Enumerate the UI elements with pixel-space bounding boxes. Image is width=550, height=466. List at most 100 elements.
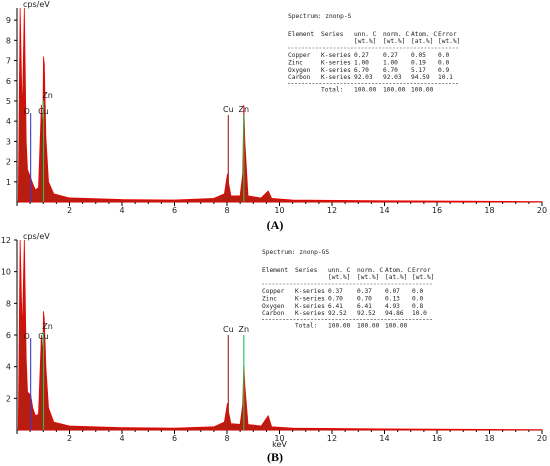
x-tick-label: 6 <box>172 206 177 215</box>
table-cell: 0.37 <box>357 288 372 295</box>
table-cell: 6.70 <box>383 67 398 74</box>
table-unit: [wt.%] <box>328 274 350 281</box>
peak-label-zn: Zn <box>239 325 250 334</box>
table-cell: Carbon <box>262 310 285 317</box>
y-tick-label: 8 <box>6 36 11 45</box>
y-tick-label: 1 <box>6 178 11 187</box>
table-cell: 94.86 <box>385 310 404 317</box>
table-cell: Zinc <box>288 59 303 66</box>
spectrum-area <box>17 7 543 203</box>
peak-label-cu: Cu <box>38 332 49 341</box>
table-cell: K-series <box>321 59 351 66</box>
table-header: Series <box>295 267 318 274</box>
table-cell: 10.1 <box>438 74 453 81</box>
table-cell: K-series <box>295 303 325 310</box>
y-tick-label: 7 <box>6 57 11 66</box>
x-tick-label: 20 <box>537 206 547 215</box>
x-tick-label: 12 <box>327 434 337 443</box>
table-header: Error <box>438 31 457 38</box>
y-axis-label: cps/eV <box>23 232 50 241</box>
y-tick-label: 9 <box>6 16 11 25</box>
table-cell: 0.37 <box>328 288 343 295</box>
table-cell: 0.9 <box>438 67 449 74</box>
x-tick-label: 16 <box>432 206 442 215</box>
table-cell: Oxygen <box>262 303 285 310</box>
x-tick-label: 12 <box>327 206 337 215</box>
peak-label-o: O <box>24 332 30 341</box>
table-cell: K-series <box>321 67 351 74</box>
table-header: Element <box>288 31 314 38</box>
table-cell: 0.0 <box>438 52 449 59</box>
y-tick-label: 8 <box>6 299 11 308</box>
x-axis-label: keV <box>272 440 287 449</box>
table-cell: K-series <box>295 310 325 317</box>
table-total: Total: <box>321 87 343 94</box>
table-unit: [wt.%] <box>354 38 376 45</box>
y-tick-label: 4 <box>6 117 11 126</box>
table-cell: 5.17 <box>411 67 426 74</box>
table-cell: 92.03 <box>354 74 373 81</box>
y-tick-label: 2 <box>6 394 11 403</box>
x-tick-label: 4 <box>119 206 124 215</box>
table-header: Error <box>412 267 431 274</box>
peak-label-zn: Zn <box>42 91 53 100</box>
caption-b: (B) <box>267 450 283 464</box>
table-header: norm. C <box>357 267 383 274</box>
x-tick-label: 14 <box>379 206 389 215</box>
table-cell: Carbon <box>288 74 311 81</box>
x-tick-label: 6 <box>172 434 177 443</box>
table-header: Atom. C <box>411 31 437 38</box>
table-unit: [wt.%] <box>383 38 405 45</box>
x-tick-label: 2 <box>67 206 72 215</box>
table-total: 100.00 <box>411 87 434 94</box>
table-cell: 0.13 <box>385 295 400 302</box>
table-cell: 0.05 <box>411 52 426 59</box>
table-cell: 92.52 <box>328 310 347 317</box>
y-tick-label: 2 <box>6 158 11 167</box>
x-tick-label: 18 <box>484 434 494 443</box>
table-cell: 1.00 <box>354 59 369 66</box>
x-tick-label: 18 <box>484 206 494 215</box>
peak-label-o: O <box>24 107 30 116</box>
table-cell: 10.0 <box>412 310 427 317</box>
table-header: norm. C <box>383 31 409 38</box>
table-cell: 0.8 <box>412 303 423 310</box>
table-total: 100.00 <box>354 87 377 94</box>
table-total: 100.00 <box>383 87 406 94</box>
y-tick-label: 5 <box>6 97 11 106</box>
table-cell: 1.00 <box>383 59 398 66</box>
table-cell: 4.93 <box>385 303 400 310</box>
table-header: unn. C <box>354 31 377 38</box>
table-cell: K-series <box>321 52 351 59</box>
x-tick-label: 4 <box>119 434 124 443</box>
table-unit: [wt.%] <box>438 38 460 45</box>
table-total: 100.00 <box>357 323 380 330</box>
table-cell: 6.41 <box>357 303 372 310</box>
table-unit: [at.%] <box>411 38 433 45</box>
x-tick-label: 16 <box>432 434 442 443</box>
table-unit: [at.%] <box>385 274 407 281</box>
table-cell: 0.19 <box>411 59 426 66</box>
table-cell: 0.0 <box>412 288 423 295</box>
table-cell: 6.41 <box>328 303 343 310</box>
table-total: 100.00 <box>328 323 351 330</box>
x-tick-label: 8 <box>224 206 229 215</box>
table-cell: 6.70 <box>354 67 369 74</box>
y-tick-label: 12 <box>1 236 11 245</box>
table-cell: 0.70 <box>357 295 372 302</box>
quant-table: Spectrum: znonp-GS Element Series unn. C nor… <box>262 249 434 330</box>
y-tick-label: 6 <box>6 77 11 86</box>
x-tick-label: 8 <box>224 434 229 443</box>
peak-label-cu: Cu <box>223 325 234 334</box>
table-cell: 0.70 <box>328 295 343 302</box>
y-axis-label: cps/eV <box>23 0 50 9</box>
y-tick-label: 3 <box>6 137 11 146</box>
table-spectrum-label: Spectrum: znonp-S <box>288 13 352 20</box>
table-cell: Oxygen <box>288 67 311 74</box>
table-cell: 94.59 <box>411 74 430 81</box>
table-cell: 0.0 <box>438 59 449 66</box>
x-tick-label: 10 <box>274 434 284 443</box>
caption-a: (A) <box>266 218 284 232</box>
